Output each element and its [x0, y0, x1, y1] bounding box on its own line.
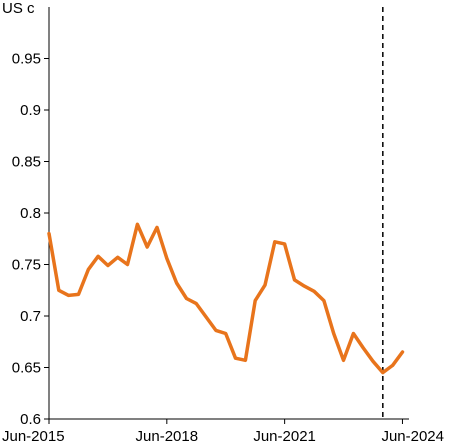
- data-point: [77, 293, 80, 296]
- data-point: [195, 302, 198, 305]
- data-point: [352, 332, 355, 335]
- series-line: [47, 222, 405, 375]
- data-point: [274, 241, 276, 243]
- data-point: [166, 257, 168, 260]
- data-point: [362, 347, 364, 349]
- y-tick-label: 0.6: [20, 411, 41, 428]
- data-point: [293, 279, 296, 281]
- data-point: [401, 351, 404, 353]
- data-point: [382, 371, 384, 374]
- y-axis-unit-label: US c: [2, 0, 35, 17]
- data-point: [215, 329, 217, 332]
- y-tick-label: 0.65: [12, 360, 41, 377]
- data-point: [107, 264, 109, 267]
- data-point: [67, 294, 70, 297]
- data-point: [391, 364, 394, 367]
- y-tick-label: 0.95: [12, 51, 41, 68]
- x-tick-label: Jun-2024: [381, 428, 444, 444]
- x-tick-label: Jun-2015: [2, 428, 65, 444]
- data-point: [116, 256, 119, 259]
- y-tick-label: 0.7: [20, 308, 41, 325]
- y-tick-label: 0.75: [12, 257, 41, 274]
- data-point: [332, 332, 335, 335]
- series-group: [47, 222, 405, 375]
- data-point: [146, 246, 148, 248]
- data-point: [156, 226, 158, 229]
- x-axis-ticks: Jun-2015 Jun-2018 Jun-2021 Jun-2024: [2, 419, 444, 444]
- data-point: [303, 285, 306, 287]
- data-point: [372, 360, 374, 363]
- data-point: [136, 223, 139, 226]
- x-tick-label: Jun-2021: [253, 428, 316, 444]
- data-point: [185, 297, 188, 300]
- data-point: [254, 299, 256, 302]
- data-point: [205, 316, 207, 318]
- data-point: [283, 243, 286, 245]
- data-point: [224, 332, 227, 335]
- y-axis-ticks: 0.6 0.65 0.7 0.75 0.8 0.85 0.9 0.95: [12, 51, 49, 428]
- x-tick-label: Jun-2018: [136, 428, 199, 444]
- data-point: [323, 299, 325, 302]
- y-tick-label: 0.9: [20, 102, 41, 119]
- data-point: [342, 359, 345, 362]
- data-point: [126, 263, 129, 266]
- y-tick-label: 0.85: [12, 154, 41, 171]
- data-point: [264, 284, 266, 286]
- data-point: [87, 268, 90, 271]
- data-point: [97, 255, 99, 258]
- data-point: [48, 232, 50, 235]
- data-point: [175, 282, 178, 284]
- data-point: [58, 289, 60, 292]
- data-point: [244, 359, 247, 362]
- data-point: [234, 357, 237, 360]
- y-tick-label: 0.8: [20, 205, 41, 222]
- data-point: [313, 290, 315, 293]
